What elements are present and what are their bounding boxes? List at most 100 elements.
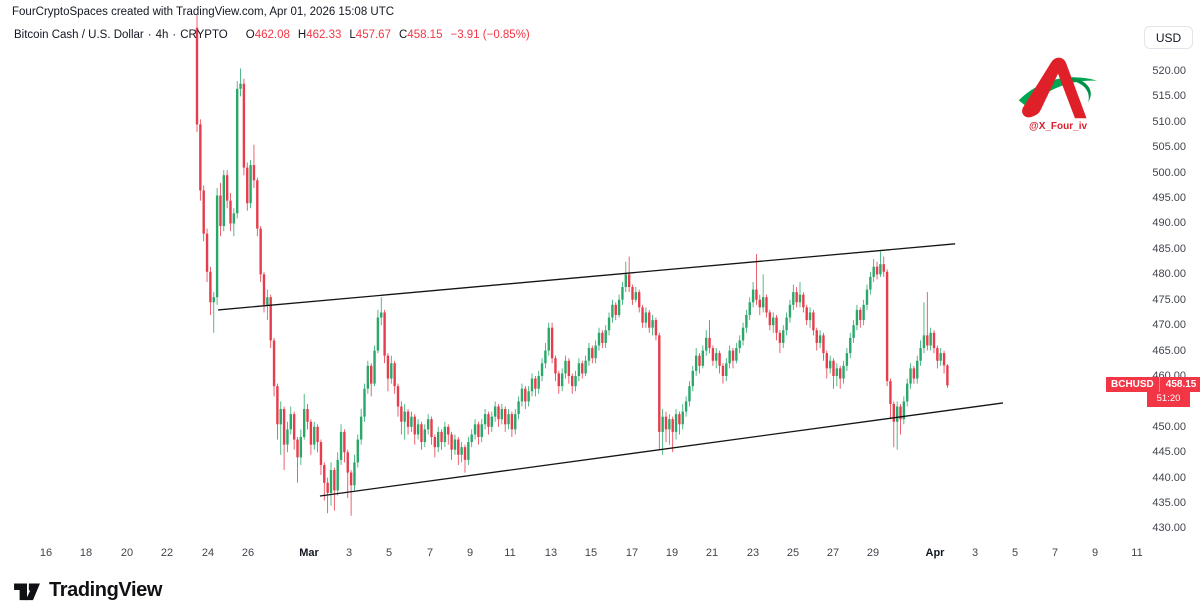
candle-body <box>447 426 450 435</box>
candle-body <box>651 320 654 328</box>
candle-body <box>390 363 393 379</box>
candle-body <box>681 411 684 425</box>
candle-body <box>849 337 852 354</box>
author-watermark: @X_Four_iv <box>1012 54 1104 132</box>
candle-body <box>916 360 919 379</box>
candle-body <box>477 424 480 437</box>
candle-body <box>534 378 537 389</box>
tradingview-logo-text: TradingView <box>49 578 163 601</box>
candle-body <box>591 348 594 359</box>
candle-body <box>658 335 661 432</box>
time-axis-label: 20 <box>120 547 134 559</box>
time-axis-label: 18 <box>79 547 93 559</box>
candle-body <box>410 416 413 427</box>
candle-body <box>782 330 785 343</box>
candle-body <box>500 409 504 420</box>
candle-body <box>785 317 788 331</box>
time-axis-label: 29 <box>866 547 880 559</box>
candle-body <box>895 406 899 422</box>
candle-body <box>668 419 671 430</box>
candle-body <box>443 426 447 443</box>
candle-body <box>708 337 711 349</box>
time-axis-label: 19 <box>665 547 679 559</box>
candle-body <box>741 327 745 341</box>
price-label-countdown: 51:20 <box>1147 392 1190 407</box>
time-axis-label: 5 <box>1011 547 1019 559</box>
candle-body <box>936 348 939 361</box>
candle-body <box>738 340 741 349</box>
candle-body <box>339 431 343 460</box>
candle-body <box>571 375 574 387</box>
candle-body <box>587 348 591 361</box>
candle-body <box>638 292 641 308</box>
time-axis-label: 11 <box>1131 547 1143 559</box>
candle-body <box>731 350 735 361</box>
candle-body <box>540 363 544 376</box>
candle-body <box>205 233 209 272</box>
candle-body <box>517 401 520 415</box>
candle-body <box>812 312 815 331</box>
candle-body <box>795 292 798 303</box>
price-axis-label: 495.00 <box>1152 192 1186 205</box>
candle-body <box>319 442 323 465</box>
candle-body <box>892 403 895 422</box>
tradingview-branding[interactable]: TradingView <box>12 578 162 602</box>
candle-body <box>775 317 778 333</box>
candle-body <box>772 317 775 326</box>
candle-body <box>487 414 490 427</box>
candle-body <box>333 470 336 491</box>
symbol-title[interactable]: Bitcoin Cash / U.S. Dollar <box>14 29 144 41</box>
candle-body <box>674 414 678 432</box>
currency-toggle-button[interactable]: USD <box>1144 26 1193 49</box>
candle-body <box>262 274 266 305</box>
candle-body <box>711 348 715 361</box>
candle-body <box>323 464 326 483</box>
candle-body <box>252 165 256 181</box>
candle-body <box>852 325 855 338</box>
candle-body <box>584 360 587 374</box>
time-axis-label: 13 <box>544 547 558 559</box>
candle-body <box>889 381 892 404</box>
price-axis-label: 485.00 <box>1152 242 1186 255</box>
candle-body <box>661 416 664 432</box>
candle-body <box>778 332 782 343</box>
low-label: L <box>349 29 356 41</box>
candle-body <box>289 414 292 430</box>
time-axis-label: 9 <box>1091 547 1099 559</box>
candle-body <box>316 426 319 443</box>
candle-body <box>805 307 808 321</box>
candle-body <box>698 355 701 366</box>
candle-body <box>798 294 802 303</box>
time-axis-label: 9 <box>466 547 474 559</box>
time-axis[interactable]: 16 18 20 22 24 26 Mar 3 5 7 9 11 13 15 17 19 21 23 25 27 29 A… <box>0 544 1200 566</box>
candle-body <box>845 353 849 366</box>
candle-body <box>366 365 370 389</box>
close-label: C <box>398 29 408 41</box>
candle-body <box>423 429 426 443</box>
interval-label[interactable]: 4h <box>155 29 169 41</box>
candle-body <box>437 431 440 448</box>
candle-body <box>644 312 648 323</box>
candle-body <box>725 363 728 376</box>
candle-body <box>416 424 420 435</box>
candle-body <box>818 335 822 343</box>
candle-body <box>225 175 229 201</box>
candle-body <box>865 289 869 305</box>
price-axis[interactable]: 520.00 515.00 510.00 505.00 500.00 495.00 490.… <box>1110 0 1200 616</box>
candle-body <box>242 83 246 168</box>
candle-body <box>279 409 282 425</box>
candle-body <box>493 406 497 417</box>
candle-body <box>356 439 359 463</box>
candle-body <box>748 302 751 315</box>
candle-body <box>617 299 621 315</box>
candle-body <box>303 409 306 437</box>
candle-body <box>758 299 761 308</box>
candle-body <box>426 419 430 430</box>
candle-body <box>664 416 668 430</box>
candle-body <box>671 419 674 432</box>
symbol-header[interactable]: Bitcoin Cash / U.S. Dollar · 4h · CRYPTO O462… <box>14 29 530 41</box>
candle-body <box>514 414 517 430</box>
candle-body <box>621 287 624 300</box>
candle-body <box>363 388 366 417</box>
